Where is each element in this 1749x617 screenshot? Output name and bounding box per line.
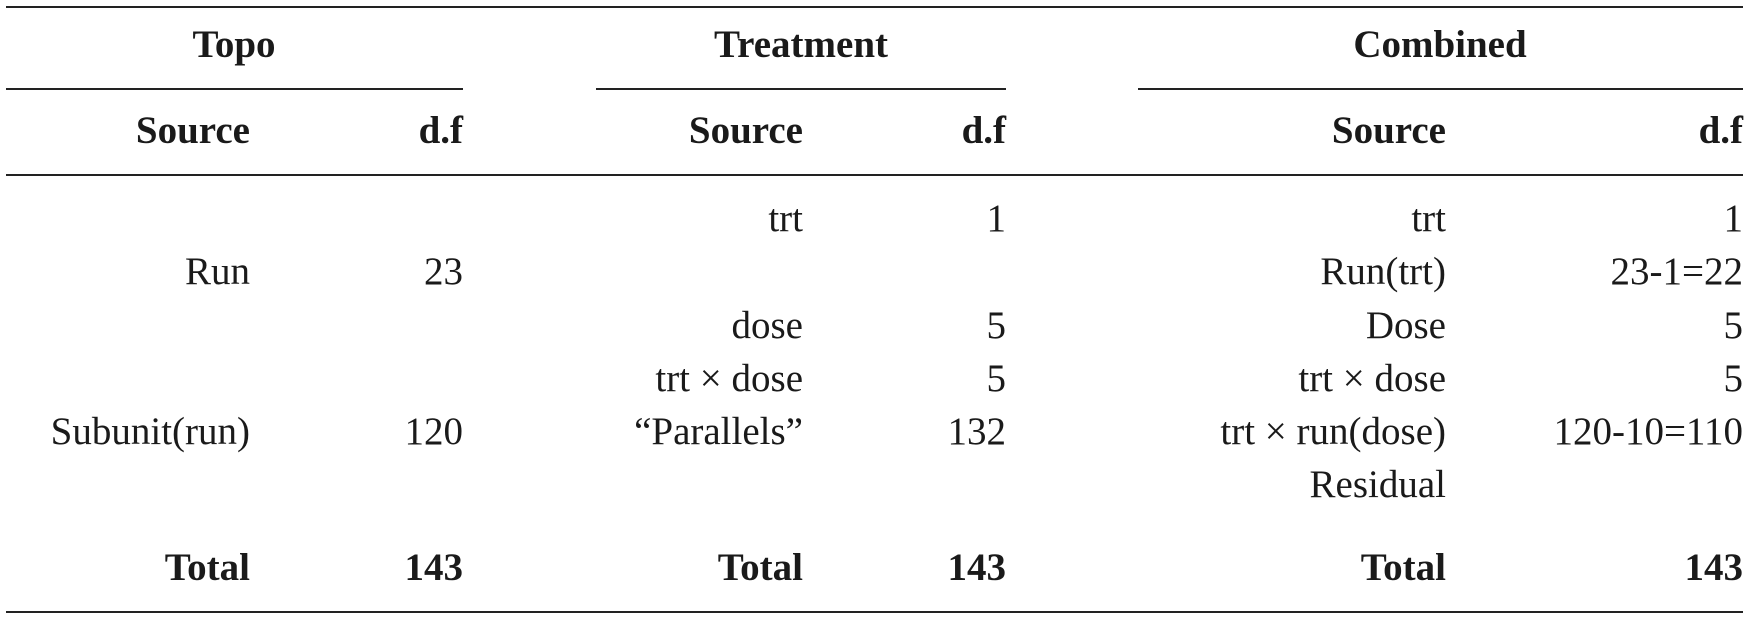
- treatment-df-cell: 132: [947, 410, 1007, 453]
- treatment-source-cell: trt: [768, 197, 803, 240]
- treatment-source-cell: trt × dose: [655, 357, 803, 400]
- topo-source-header: Source: [135, 109, 250, 152]
- top-rule: [6, 6, 1743, 8]
- combined-df-cell: 5: [1723, 357, 1744, 400]
- treatment-df-cell: 1: [986, 197, 1007, 240]
- header-rule: [6, 174, 1743, 176]
- treatment-df-cell: 5: [986, 304, 1007, 347]
- group-title-topo: Topo: [192, 23, 276, 66]
- combined-source-cell: Residual: [1309, 463, 1446, 506]
- treatment-df-cell: 5: [986, 357, 1007, 400]
- topo-source-cell: Run: [184, 250, 250, 293]
- topo-df-cell: 23: [424, 250, 463, 293]
- topo-source-cell: Subunit(run): [50, 410, 250, 453]
- topo-total-df: 143: [404, 546, 464, 589]
- topo-df-cell: 120: [404, 410, 464, 453]
- treatment-source-header: Source: [688, 109, 803, 152]
- combined-df-header: d.f: [1698, 109, 1743, 152]
- combined-source-cell: trt × run(dose): [1220, 410, 1446, 453]
- combined-source-cell: Run(trt): [1320, 250, 1446, 293]
- group-title-combined: Combined: [1353, 23, 1527, 66]
- bottom-rule: [6, 611, 1743, 613]
- combined-df-cell: 5: [1723, 304, 1744, 347]
- combined-total-df: 143: [1684, 546, 1744, 589]
- treatment-source-cell: “Parallels”: [634, 410, 803, 453]
- topo-group-rule: [6, 88, 463, 90]
- combined-source-header: Source: [1331, 109, 1446, 152]
- topo-df-header: d.f: [418, 109, 463, 152]
- topo-total-label: Total: [164, 546, 250, 589]
- treatment-total-label: Total: [717, 546, 803, 589]
- combined-df-cell: 1: [1723, 197, 1744, 240]
- treatment-source-cell: dose: [731, 304, 804, 347]
- combined-df-cell: 23-1=22: [1610, 250, 1743, 293]
- combined-source-cell: Dose: [1365, 304, 1446, 347]
- combined-group-rule: [1138, 88, 1743, 90]
- combined-source-cell: trt × dose: [1298, 357, 1446, 400]
- combined-total-label: Total: [1360, 546, 1446, 589]
- combined-df-cell: 120-10=110: [1553, 410, 1743, 453]
- combined-source-cell: trt: [1411, 197, 1446, 240]
- treatment-total-df: 143: [947, 546, 1007, 589]
- group-title-treatment: Treatment: [714, 23, 888, 66]
- treatment-group-rule: [596, 88, 1006, 90]
- treatment-df-header: d.f: [961, 109, 1006, 152]
